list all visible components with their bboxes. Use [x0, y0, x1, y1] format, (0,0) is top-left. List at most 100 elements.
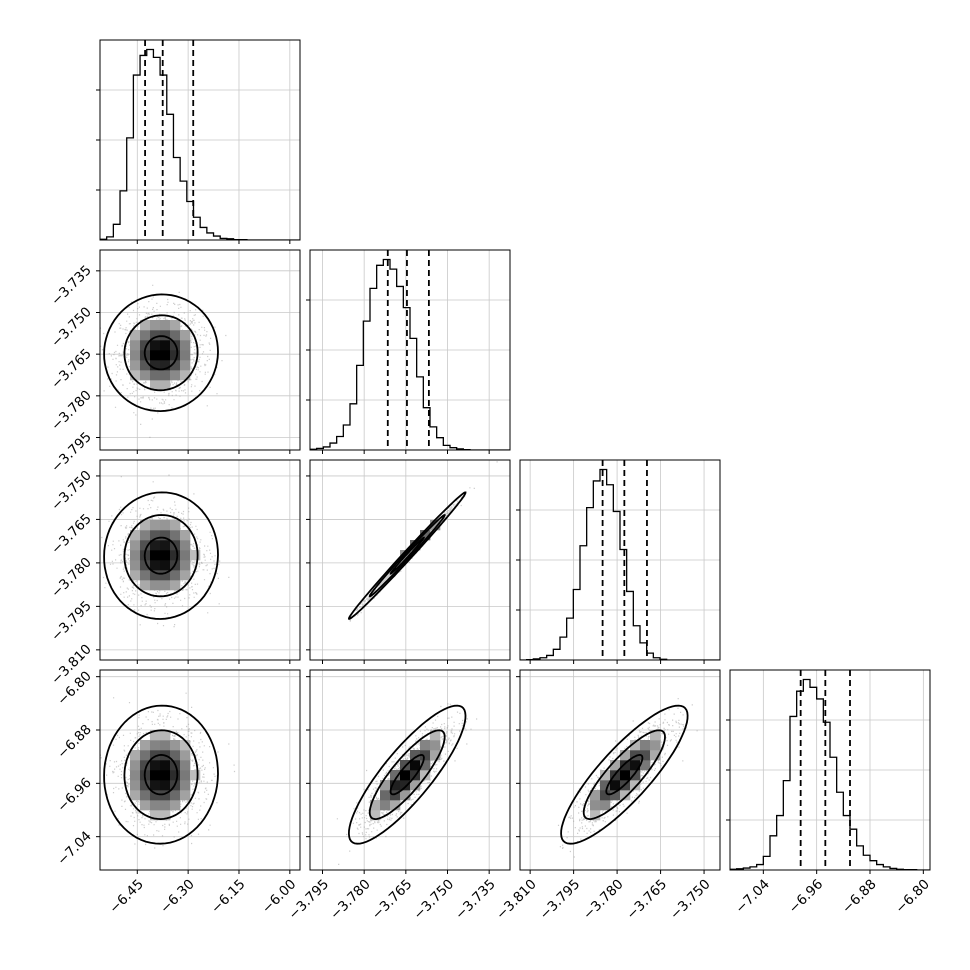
density-panel-3-2 [310, 460, 510, 660]
contour-line [582, 729, 666, 821]
x-tick-label: −6.80 [892, 876, 933, 917]
density-bin [390, 770, 401, 781]
contour-line [368, 729, 446, 821]
density-bin [140, 780, 151, 791]
histogram-step-line [310, 258, 510, 450]
density-bin [400, 780, 411, 791]
density-bin [180, 790, 191, 801]
y-tick-label: −7.04 [54, 828, 95, 869]
density-bin [640, 760, 651, 771]
y-tick-label: −3.735 [48, 262, 95, 309]
density-bin [170, 370, 181, 381]
density-bin [130, 770, 141, 781]
density-panel-2-1 [100, 250, 300, 450]
density-bin [650, 750, 661, 761]
density-bin [170, 530, 181, 541]
density-bin [150, 530, 161, 541]
density-bin [150, 800, 161, 811]
density-bin [140, 750, 151, 761]
contour-line [103, 293, 219, 413]
density-bin [130, 760, 141, 771]
histogram-step-line [520, 468, 720, 660]
density-bin [420, 760, 431, 771]
density-bin [150, 570, 161, 581]
density-bin [430, 520, 441, 531]
y-tick-label: −3.780 [48, 554, 95, 601]
density-bin [630, 780, 641, 791]
density-bin [140, 760, 151, 771]
density-bin [600, 790, 611, 801]
density-bin [150, 740, 161, 751]
density-bin [130, 750, 141, 761]
density-bin [410, 750, 421, 761]
density-bin [180, 780, 191, 791]
density-bin [430, 730, 441, 741]
contour-line [605, 753, 644, 796]
density-bin [370, 800, 381, 811]
density-bin [380, 780, 391, 791]
y-tick-label: −3.750 [48, 304, 95, 351]
density-bin [150, 520, 161, 531]
y-tick-label: −3.780 [48, 387, 95, 434]
density-bin [620, 760, 631, 771]
density-bin [130, 570, 141, 581]
density-bin [130, 780, 141, 791]
density-bin [420, 530, 431, 541]
density-bin [630, 750, 641, 761]
density-bin [160, 560, 171, 571]
x-tick-label: −3.780 [327, 876, 374, 923]
contour-line [560, 704, 689, 845]
density-bin [150, 730, 161, 741]
density-bin [170, 320, 181, 331]
density-bin [590, 800, 601, 811]
density-bin [150, 560, 161, 571]
density-bin [380, 790, 391, 801]
density-bin [170, 800, 181, 811]
x-tick-label: −6.30 [157, 876, 198, 917]
density-bin [150, 540, 161, 551]
density-bin [140, 560, 151, 571]
density-bin [160, 340, 171, 351]
density-bin [650, 740, 661, 751]
x-tick-label: −6.45 [106, 876, 147, 917]
density-bin [150, 770, 161, 781]
density-bin [160, 770, 171, 781]
density-bin [600, 770, 611, 781]
density-bin [160, 320, 171, 331]
density-bin [170, 770, 181, 781]
density-bin [620, 770, 631, 781]
contour-line [389, 536, 425, 575]
density-panel-4-1 [100, 670, 300, 870]
density-bin [140, 740, 151, 751]
density-bin [180, 770, 191, 781]
panel-frame [99, 459, 301, 661]
panel-frame [519, 669, 721, 871]
contour-line [368, 514, 446, 598]
density-bin [630, 760, 641, 771]
density-bin [180, 740, 191, 751]
density-bin [170, 350, 181, 361]
contour-line [347, 704, 467, 845]
density-bin [390, 800, 401, 811]
contour-line [123, 314, 199, 392]
density-bin [160, 800, 171, 811]
density-bin [160, 330, 171, 341]
y-tick-label: −6.88 [54, 722, 95, 763]
density-bin [380, 800, 391, 811]
density-bin [180, 360, 191, 371]
density-bin [610, 790, 621, 801]
density-bin [130, 790, 141, 801]
density-bin [160, 780, 171, 791]
density-bin [130, 350, 141, 361]
density-bin [130, 530, 141, 541]
density-bin [130, 550, 141, 561]
x-tick-label: −3.750 [667, 876, 714, 923]
histogram-panel-2 [310, 250, 510, 450]
density-bin [160, 540, 171, 551]
density-bin [160, 350, 171, 361]
density-bin [160, 530, 171, 541]
contour-line [143, 335, 179, 371]
density-bin [150, 580, 161, 591]
contour-line [103, 491, 219, 620]
density-bin [160, 810, 171, 821]
